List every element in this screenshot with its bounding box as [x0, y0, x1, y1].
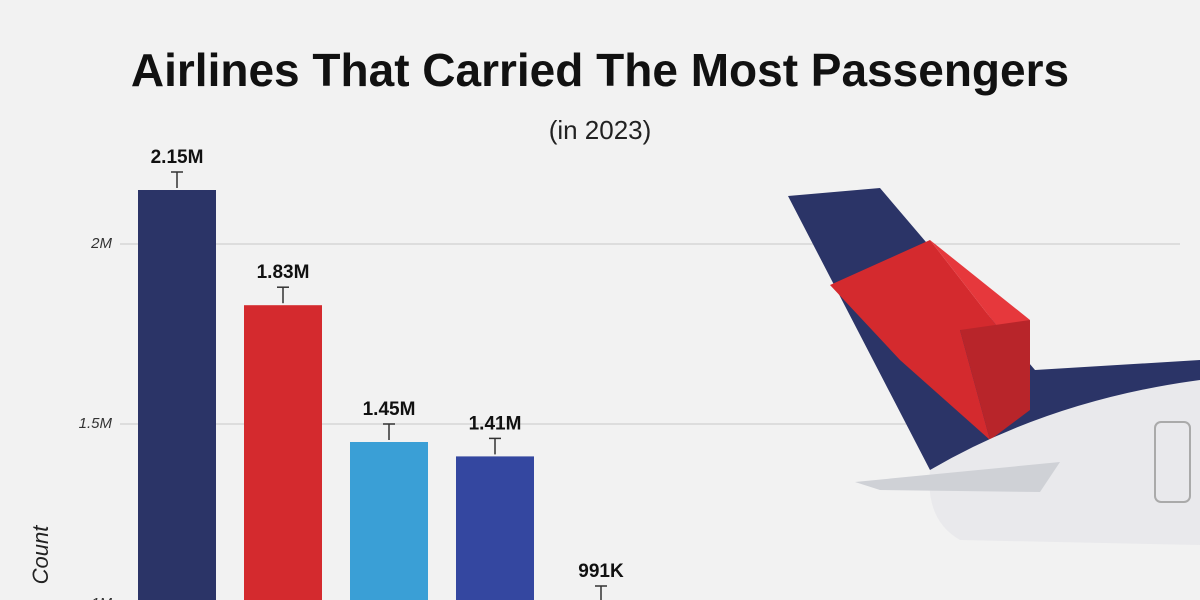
bar	[244, 305, 322, 600]
y-tick-label: 2M	[90, 235, 112, 252]
chart-subtitle: (in 2023)	[549, 115, 652, 145]
y-tick-label: 1.5M	[79, 415, 113, 432]
y-axis-title: Count	[28, 525, 53, 585]
value-label: 1.45M	[363, 399, 416, 420]
value-label: 2.15M	[151, 147, 204, 168]
value-label: 1.83M	[257, 262, 310, 283]
bar	[350, 442, 428, 600]
bar	[456, 456, 534, 600]
value-label: 991K	[578, 561, 624, 582]
bar	[138, 190, 216, 600]
chart-title: Airlines That Carried The Most Passenger…	[131, 44, 1069, 96]
airplane-tail-illustration	[788, 188, 1200, 545]
value-label: 1.41M	[469, 413, 522, 434]
y-tick-label: 1M	[91, 595, 112, 600]
bars: 2.15M 1.83M 1.45M 1.41M 991K	[138, 147, 624, 600]
